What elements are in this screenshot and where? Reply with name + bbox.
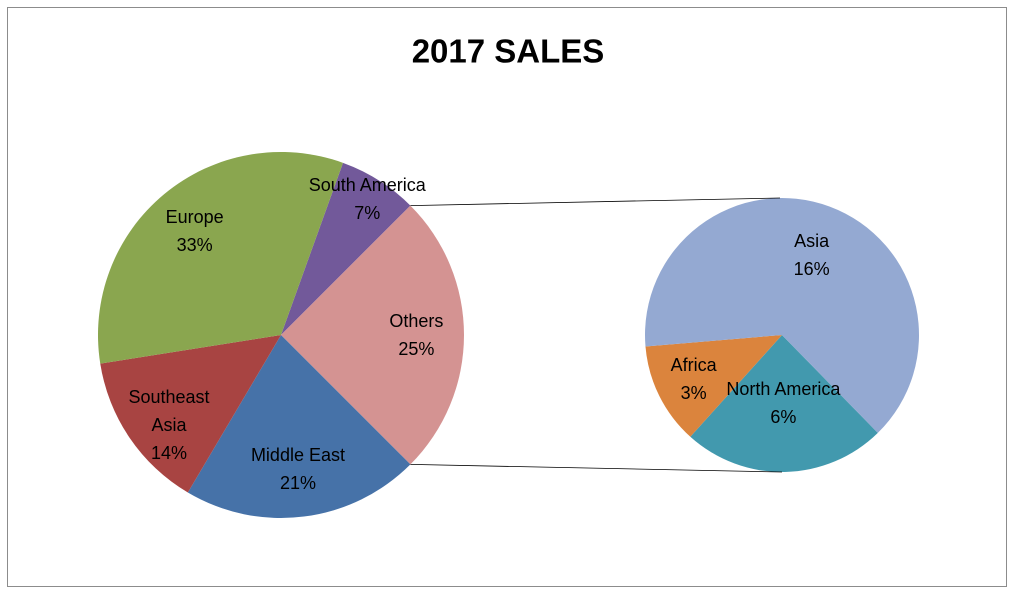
pie-slice: [690, 335, 878, 472]
pie-slice: [100, 335, 281, 493]
slice-label-box: Others 25%: [356, 307, 476, 363]
pie-slice: [281, 162, 411, 335]
slice-name: North America: [726, 379, 841, 400]
slice-label: Asia 16%: [752, 227, 872, 283]
slice-label-box: North America 6%: [723, 375, 843, 431]
slice-value: 33%: [176, 234, 213, 255]
slice-label: Middle East 21%: [238, 441, 358, 497]
pie-slice: [98, 151, 343, 364]
pie-slice: [281, 205, 464, 465]
slice-name: Southeast Asia: [128, 387, 210, 436]
slice-value: 25%: [398, 339, 435, 359]
slice-label: Africa 3%: [634, 351, 754, 407]
slice-value: 21%: [279, 473, 316, 494]
slice-label-box: Southeast Asia 14%: [109, 383, 229, 467]
slice-label-box: Europe 33%: [135, 203, 255, 259]
slice-label-box: South America 7%: [307, 171, 427, 227]
connector-line: [410, 464, 783, 473]
pie-slice: [645, 335, 782, 437]
slice-value: 16%: [793, 259, 830, 280]
slice-name: Middle East: [250, 445, 345, 466]
slice-label-box: Asia 16%: [752, 227, 872, 283]
slice-label: Southeast Asia 14%: [109, 383, 229, 467]
slice-name: Europe: [165, 206, 224, 227]
slice-label: North America 6%: [723, 375, 843, 431]
slice-name: Asia: [794, 231, 830, 252]
slice-label: Others 25%: [356, 307, 476, 363]
slice-label: Europe 33%: [135, 203, 255, 259]
pie-slice: [645, 197, 919, 433]
slice-label-box: Middle East 21%: [238, 441, 358, 497]
chart-title: 2017 SALES: [412, 33, 605, 70]
slice-value: 3%: [680, 382, 707, 403]
slice-value: 7%: [354, 203, 381, 224]
connector-line: [410, 197, 781, 206]
slice-value: 6%: [770, 407, 797, 428]
slice-name: Others: [389, 311, 444, 331]
slice-label-box: Africa 3%: [634, 351, 754, 407]
slice-value: 14%: [150, 443, 187, 464]
slice-label: South America 7%: [307, 171, 427, 227]
pie-slice: [187, 335, 411, 518]
slice-name: Africa: [670, 354, 717, 375]
slice-name: South America: [308, 175, 426, 196]
